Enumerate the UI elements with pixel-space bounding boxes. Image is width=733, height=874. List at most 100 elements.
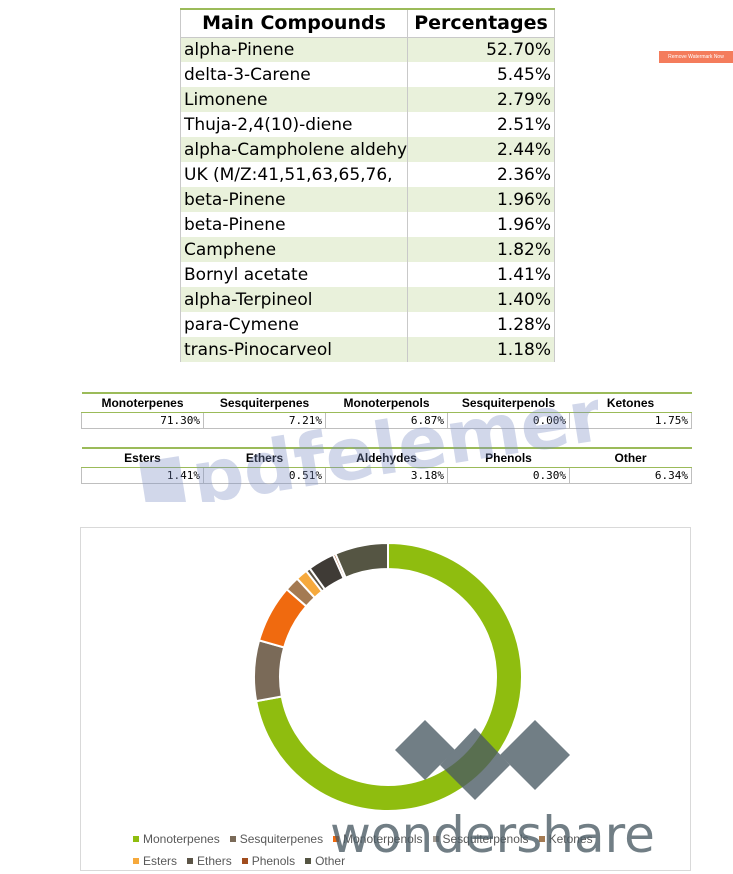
chart-legend: Monoterpenes Sesquiterpenes Monoterpenols S… — [133, 828, 673, 872]
table-row: delta-3-Carene 5.45% — [180, 62, 555, 87]
donut-slice-monoterpenes — [255, 541, 523, 812]
compound-name: Bornyl acetate — [180, 262, 408, 287]
table-row: alpha-Campholene aldehy 2.44% — [180, 137, 555, 162]
compounds-body: alpha-Pinene 52.70% delta-3-Carene 5.45% Lim… — [180, 37, 555, 362]
category-value-row-2: 1.41% 0.51% 3.18% 0.30% 6.34% — [81, 466, 692, 484]
category-header: Sesquiterpenes — [203, 392, 326, 413]
compound-name: beta-Pinene — [180, 212, 408, 237]
chart-area: Monoterpenes Sesquiterpenes Monoterpenols S… — [80, 527, 691, 871]
donut-chart — [253, 541, 523, 812]
compound-name: alpha-Campholene aldehy — [180, 137, 408, 162]
legend-row: Monoterpenes Sesquiterpenes Monoterpenols S… — [133, 828, 673, 850]
legend-label: Monoterpenes — [143, 832, 220, 846]
category-header: Ethers — [203, 447, 326, 468]
legend-row: Esters Ethers Phenols Other — [133, 850, 673, 872]
legend-swatch — [538, 836, 545, 842]
compounds-header-percentage: Percentages — [407, 8, 555, 38]
compound-percentage: 2.79% — [407, 87, 555, 112]
compound-percentage: 1.28% — [407, 312, 555, 337]
category-value: 1.75% — [569, 411, 692, 429]
category-header: Monoterpenols — [325, 392, 448, 413]
category-table: Monoterpenes Sesquiterpenes Monoterpenols S… — [81, 392, 692, 484]
legend-label: Phenols — [251, 854, 296, 868]
legend-label: Monoterpenols — [343, 832, 423, 846]
compounds-header-row: Main Compounds Percentages — [180, 8, 555, 38]
category-value: 1.41% — [81, 466, 204, 484]
legend-item: Sesquiterpenes — [229, 832, 324, 846]
compound-name: Limonene — [180, 87, 408, 112]
compound-name: trans-Pinocarveol — [180, 337, 408, 362]
legend-item: Monoterpenes — [133, 832, 220, 846]
compound-name: UK (M/Z:41,51,63,65,76, — [180, 162, 408, 187]
compound-percentage: 1.40% — [407, 287, 555, 312]
category-value: 6.87% — [325, 411, 448, 429]
legend-swatch — [432, 836, 439, 842]
legend-label: Ketones — [548, 832, 593, 846]
compound-name: Thuja-2,4(10)-diene — [180, 112, 408, 137]
table-row: para-Cymene 1.28% — [180, 312, 555, 337]
category-value: 71.30% — [81, 411, 204, 429]
compound-name: alpha-Terpineol — [180, 287, 408, 312]
table-row: alpha-Pinene 52.70% — [180, 37, 555, 62]
category-header-row-2: Esters Ethers Aldehydes Phenols Other — [81, 447, 692, 468]
compound-name: Camphene — [180, 237, 408, 262]
donut-slice-other — [334, 541, 389, 579]
legend-item: Ethers — [187, 854, 232, 868]
category-header: Esters — [81, 447, 204, 468]
compound-percentage: 2.36% — [407, 162, 555, 187]
compound-name: delta-3-Carene — [180, 62, 408, 87]
compound-percentage: 5.45% — [407, 62, 555, 87]
legend-item: Monoterpenols — [333, 832, 423, 846]
table-row: Thuja-2,4(10)-diene 2.51% — [180, 112, 555, 137]
legend-label: Other — [315, 854, 346, 868]
compound-percentage: 1.82% — [407, 237, 555, 262]
table-row: UK (M/Z:41,51,63,65,76, 2.36% — [180, 162, 555, 187]
compound-name: alpha-Pinene — [180, 37, 408, 62]
table-row: alpha-Terpineol 1.40% — [180, 287, 555, 312]
table-row: Bornyl acetate 1.41% — [180, 262, 555, 287]
legend-label: Ethers — [197, 854, 232, 868]
compound-name: para-Cymene — [180, 312, 408, 337]
legend-label: Sesquiterpenols — [442, 832, 529, 846]
legend-item: Sesquiterpenols — [432, 832, 529, 846]
legend-item: Other — [305, 854, 345, 868]
legend-label: Sesquiterpenes — [239, 832, 324, 846]
legend-swatch — [229, 836, 236, 842]
compound-percentage: 52.70% — [407, 37, 555, 62]
table-row: Camphene 1.82% — [180, 237, 555, 262]
legend-swatch — [133, 836, 139, 842]
donut-slice-sesquiterpenes — [253, 639, 286, 703]
category-header: Aldehydes — [325, 447, 448, 468]
category-value: 6.34% — [569, 466, 692, 484]
table-row: Limonene 2.79% — [180, 87, 555, 112]
compound-percentage: 1.41% — [407, 262, 555, 287]
legend-label: Esters — [143, 854, 178, 868]
compounds-header-name: Main Compounds — [180, 8, 408, 38]
category-value-row-1: 71.30% 7.21% 6.87% 0.00% 1.75% — [81, 411, 692, 429]
compounds-table: Main Compounds Percentages alpha-Pinene 5… — [180, 8, 555, 362]
category-header: Monoterpenes — [81, 392, 204, 413]
category-header: Ketones — [569, 392, 692, 413]
compound-percentage: 2.51% — [407, 112, 555, 137]
legend-item: Ketones — [538, 832, 593, 846]
category-value: 7.21% — [203, 411, 326, 429]
category-header: Phenols — [447, 447, 570, 468]
category-value: 0.51% — [203, 466, 326, 484]
category-header: Other — [569, 447, 692, 468]
table-row: beta-Pinene 1.96% — [180, 212, 555, 237]
compound-percentage: 2.44% — [407, 137, 555, 162]
category-value: 3.18% — [325, 466, 448, 484]
category-header-row-1: Monoterpenes Sesquiterpenes Monoterpenols S… — [81, 392, 692, 413]
legend-swatch — [241, 858, 248, 864]
legend-item: Phenols — [241, 854, 296, 868]
legend-swatch — [305, 858, 312, 864]
remove-watermark-button[interactable]: Remove Watermark Now — [659, 51, 733, 63]
compound-percentage: 1.18% — [407, 337, 555, 362]
legend-swatch — [333, 836, 340, 842]
legend-swatch — [187, 858, 194, 864]
compound-percentage: 1.96% — [407, 187, 555, 212]
category-value: 0.00% — [447, 411, 570, 429]
category-spacer-row — [82, 428, 692, 448]
legend-item: Esters — [133, 854, 177, 868]
table-row: beta-Pinene 1.96% — [180, 187, 555, 212]
